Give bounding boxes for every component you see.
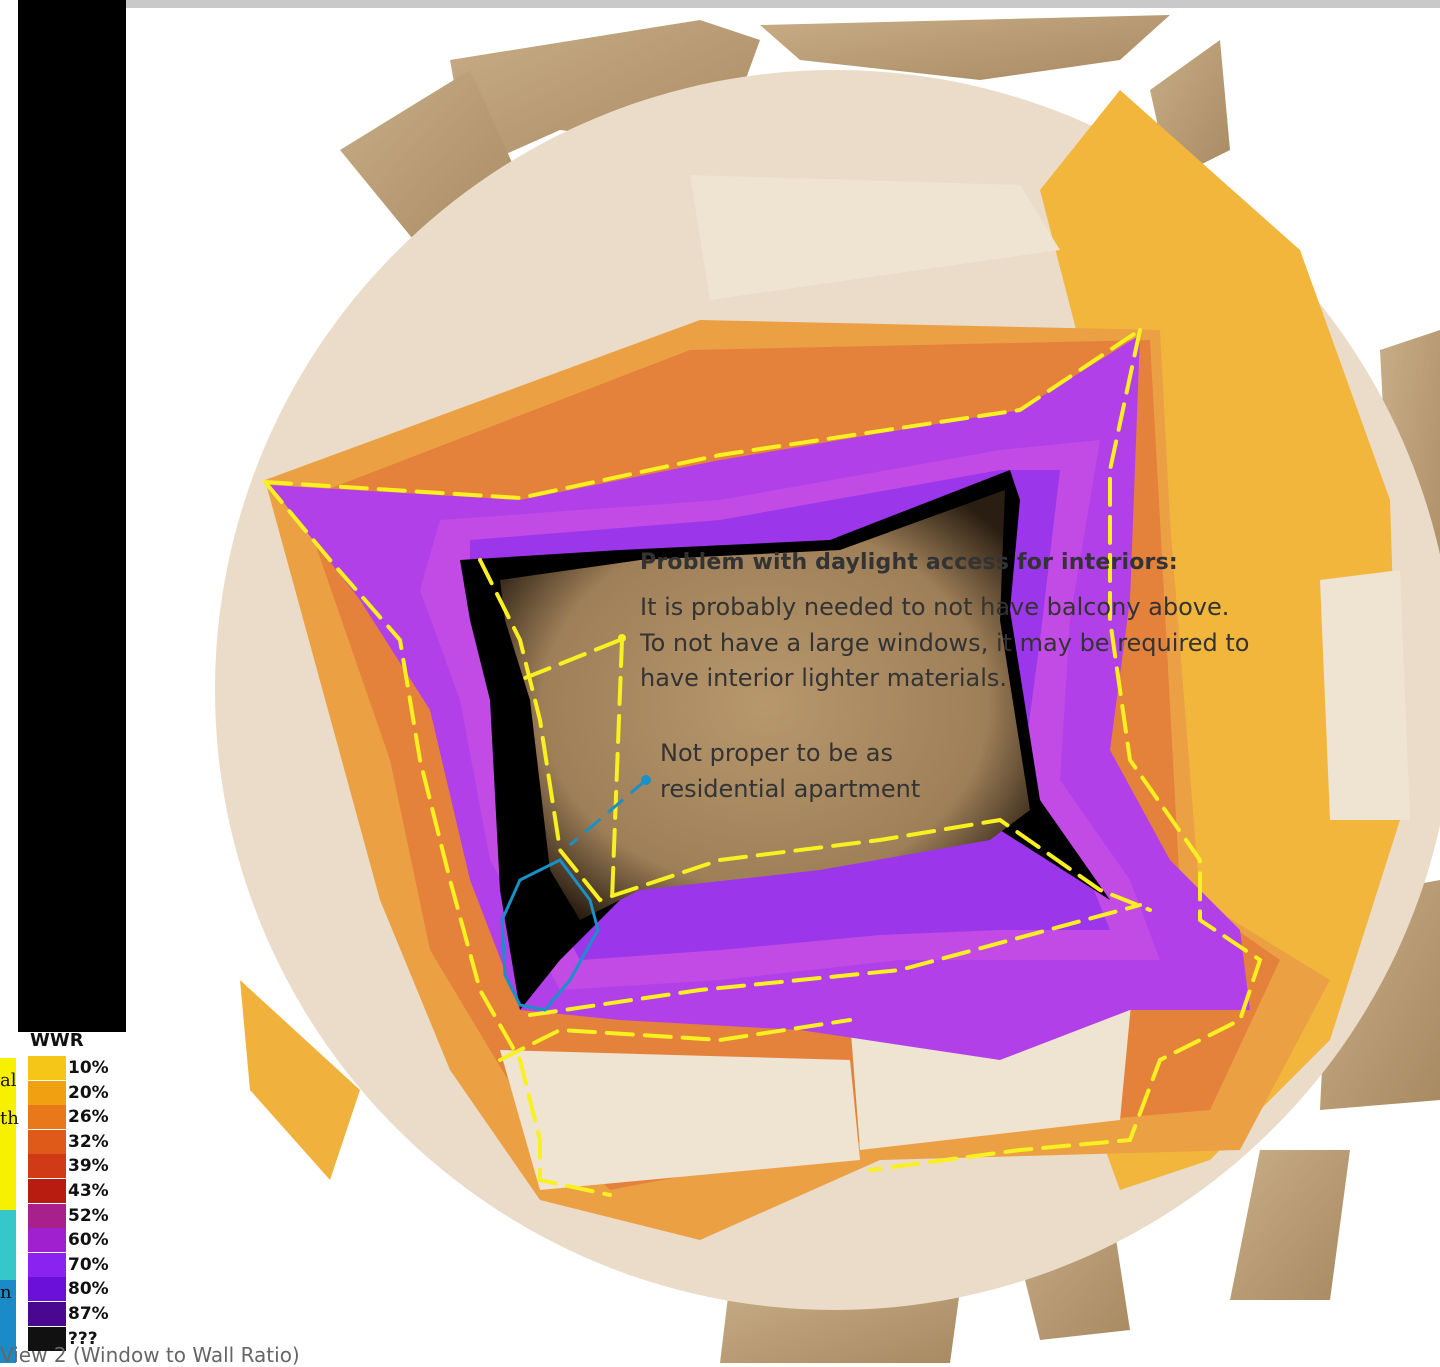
leader-dot-yellow: [618, 634, 626, 642]
legend-label: 20%: [68, 1082, 109, 1103]
daylight-line-3: have interior lighter materials.: [640, 664, 1008, 692]
residential-line-1: Not proper to be as: [660, 739, 893, 767]
left-cyan-strip: [0, 1210, 16, 1280]
daylight-title: Problem with daylight access for interio…: [640, 550, 1178, 575]
legend-label: 39%: [68, 1156, 109, 1177]
legend-label: 26%: [68, 1107, 109, 1128]
legend-swatch: [28, 1277, 66, 1302]
legend-label: 87%: [68, 1304, 109, 1324]
yellow-outlines: [263, 328, 1263, 1197]
blue-outline: [500, 778, 647, 1012]
black-sidebar: [18, 0, 126, 1032]
legend-swatch: [28, 1179, 66, 1203]
legend-item: 39%: [0, 1154, 140, 1179]
legend-label: ???: [68, 1328, 98, 1349]
legend-swatch: [28, 1056, 66, 1080]
legend-item: ???: [0, 1326, 140, 1351]
legend-item: 70%: [0, 1252, 140, 1277]
leader-dot-blue: [641, 775, 651, 785]
legend-label: 80%: [68, 1279, 109, 1300]
top-strip: [126, 0, 1440, 8]
legend-swatch: [28, 1154, 66, 1179]
legend-swatch: [28, 1302, 66, 1326]
legend-item: 80%: [0, 1277, 140, 1302]
residential-line-2: residential apartment: [660, 775, 921, 803]
legend-item: 10%: [0, 1056, 140, 1080]
legend-swatch: [28, 1105, 66, 1130]
legend-swatch: [28, 1228, 66, 1253]
legend-item: 60%: [0, 1228, 140, 1253]
legend-label: 43%: [68, 1181, 109, 1201]
legend-label: 70%: [68, 1254, 109, 1275]
daylight-line-2: To not have a large windows, it may be r…: [640, 629, 1250, 657]
legend-label: 52%: [68, 1205, 109, 1226]
cut-text-1: al: [0, 1070, 17, 1091]
legend-swatch: [28, 1203, 66, 1228]
cut-text-2: th: [0, 1108, 19, 1129]
legend-title: WWR: [30, 1030, 84, 1051]
legend-label: 60%: [68, 1230, 109, 1251]
interior-room: [500, 490, 1030, 920]
legend-item: 26%: [0, 1105, 140, 1130]
legend-item: 52%: [0, 1203, 140, 1228]
legend-item: 32%: [0, 1129, 140, 1154]
legend-item: 20%: [0, 1080, 140, 1105]
left-yellow-strip: [0, 1058, 16, 1210]
legend-label: 10%: [68, 1058, 109, 1078]
legend-label: 32%: [68, 1131, 109, 1152]
legend-swatch: [28, 1129, 66, 1154]
legend-item: 87%: [0, 1302, 140, 1326]
daylight-line-1: It is probably needed to not have balcon…: [640, 593, 1230, 621]
legend-item: 43%: [0, 1179, 140, 1203]
legend-swatch: [28, 1326, 66, 1351]
view-caption: View 2 (Window to Wall Ratio): [0, 1343, 300, 1367]
legend-swatch: [28, 1080, 66, 1105]
cut-text-3: n: [0, 1282, 12, 1303]
legend-swatch: [28, 1252, 66, 1277]
left-blue-strip: [0, 1280, 16, 1363]
